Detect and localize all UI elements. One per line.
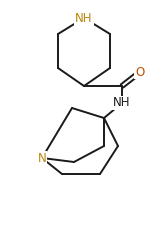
Text: O: O bbox=[135, 65, 145, 78]
Text: NH: NH bbox=[113, 96, 131, 109]
Text: N: N bbox=[38, 152, 46, 165]
Text: NH: NH bbox=[75, 12, 93, 25]
